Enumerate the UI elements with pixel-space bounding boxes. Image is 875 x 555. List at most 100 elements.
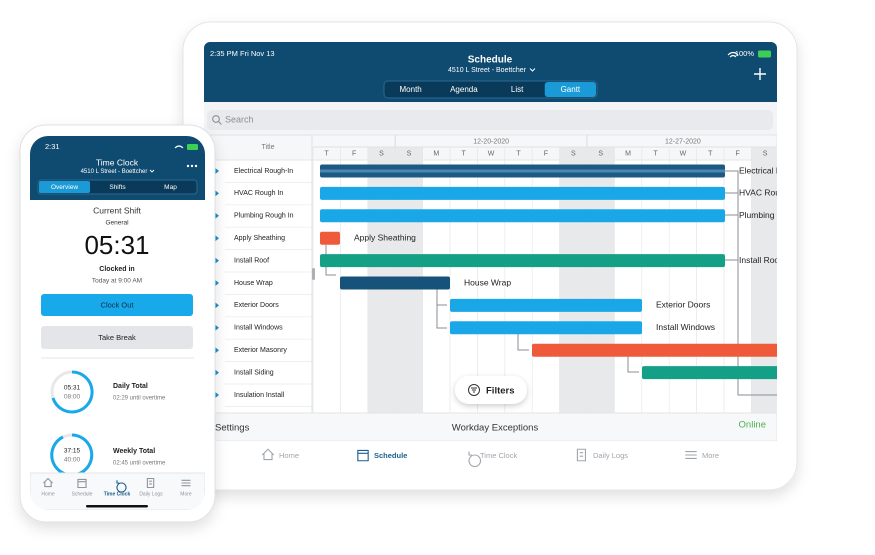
- view-tab-selected[interactable]: [544, 82, 596, 97]
- task-bar-label: Install Windows: [656, 322, 715, 332]
- task-bar-label: House Wrap: [464, 277, 511, 287]
- daily-note: 02:29 until overtime: [113, 396, 166, 402]
- elapsed-time: 05:31: [84, 230, 149, 260]
- task-title[interactable]: Insulation Install: [234, 392, 285, 399]
- header-title: Schedule: [468, 55, 513, 66]
- day-label: F: [544, 150, 548, 157]
- dependency-line: [725, 170, 777, 396]
- day-label: S: [571, 150, 576, 157]
- task-bar[interactable]: [320, 231, 340, 245]
- tab-label[interactable]: More: [702, 451, 719, 460]
- tab-icon: [43, 477, 53, 488]
- view-tab[interactable]: Agenda: [450, 85, 478, 94]
- task-bar[interactable]: [450, 321, 642, 335]
- task-bar[interactable]: [320, 186, 725, 200]
- tab-icon: [357, 449, 369, 462]
- phone-tab-label[interactable]: Daily Logs: [139, 491, 163, 497]
- header-subtitle: 4510 L Street - Boettcher: [448, 67, 527, 74]
- tab-icon: [181, 479, 191, 487]
- online-status: Online: [739, 420, 766, 431]
- segment-label[interactable]: Overview: [51, 184, 78, 191]
- phone-tab-label[interactable]: Time Clock: [104, 491, 131, 497]
- dependency-line: [436, 289, 447, 329]
- weekly-label: Weekly Total: [113, 448, 155, 455]
- scroll-thumb: [312, 268, 315, 280]
- tab-icon: [77, 478, 87, 489]
- task-title[interactable]: Install Siding: [234, 369, 274, 376]
- search-field[interactable]: [207, 110, 773, 130]
- tab-icon: [261, 448, 275, 461]
- phone-tab-bar: [30, 472, 205, 510]
- task-bar[interactable]: [450, 298, 642, 312]
- task-title[interactable]: Exterior Doors: [234, 302, 279, 309]
- view-tab[interactable]: Month: [400, 85, 422, 94]
- task-title[interactable]: Exterior Masonry: [234, 347, 287, 354]
- take-break-button[interactable]: [41, 326, 193, 349]
- task-bar-label: Exterior Doors: [656, 300, 710, 310]
- tab-icon: [116, 480, 127, 493]
- daily-current: 05:31: [64, 385, 81, 392]
- phone-tab-label[interactable]: More: [180, 491, 192, 497]
- add-button[interactable]: [754, 68, 766, 80]
- view-tab[interactable]: List: [511, 85, 524, 94]
- day-label: S: [763, 150, 768, 157]
- tab-icon: [685, 451, 697, 459]
- tab-icon: [576, 448, 586, 462]
- day-label: T: [325, 150, 330, 157]
- task-title[interactable]: Apply Sheathing: [234, 235, 285, 242]
- settings-link[interactable]: Settings: [215, 423, 250, 434]
- shift-heading: Current Shift: [93, 205, 141, 215]
- task-title[interactable]: Install Roof: [234, 257, 269, 264]
- task-bar[interactable]: [340, 276, 450, 290]
- task-bar-label: HVAC Rough In: [739, 188, 799, 198]
- filters-button[interactable]: [455, 376, 527, 404]
- weekly-limit: 40:00: [64, 457, 81, 464]
- status-time: 2:35 PM Fri Nov 13: [210, 49, 275, 58]
- view-switcher: [383, 80, 598, 99]
- day-label: T: [462, 150, 467, 157]
- phone-tab-label[interactable]: Home: [41, 491, 55, 497]
- battery-text: 100%: [735, 49, 755, 58]
- daily-label: Daily Total: [113, 383, 148, 390]
- view-tab[interactable]: Gantt: [561, 85, 581, 94]
- task-bar[interactable]: [532, 343, 790, 357]
- tab-label[interactable]: Schedule: [374, 451, 407, 460]
- task-title[interactable]: Plumbing Rough In: [234, 213, 294, 220]
- day-label: T: [708, 150, 713, 157]
- tablet-screen: 2:35 PM Fri Nov 13 100% Schedule 4510 L …: [204, 42, 799, 468]
- task-title[interactable]: Install Windows: [234, 325, 283, 332]
- tab-label[interactable]: Daily Logs: [593, 451, 628, 460]
- segment-selected[interactable]: [39, 181, 90, 193]
- day-label: S: [379, 150, 384, 157]
- phone-tab-label[interactable]: Schedule: [72, 491, 93, 497]
- week-label: 12-27-2020: [665, 138, 701, 145]
- dependency-line: [627, 356, 639, 373]
- chevron: [529, 68, 536, 72]
- tablet: 2:35 PM Fri Nov 13 100% Schedule 4510 L …: [182, 21, 799, 491]
- shift-type: General: [105, 220, 129, 227]
- task-bar[interactable]: [642, 366, 790, 380]
- tab-label[interactable]: Home: [279, 451, 299, 460]
- tab-label[interactable]: Time Clock: [480, 451, 517, 460]
- phone-subtitle: 4510 L Street - Boettcher: [81, 169, 148, 175]
- exceptions-link[interactable]: Workday Exceptions: [452, 423, 539, 434]
- task-bar[interactable]: [320, 209, 725, 223]
- segment-label[interactable]: Shifts: [109, 184, 126, 191]
- segment-label[interactable]: Map: [164, 184, 177, 191]
- day-label: W: [680, 150, 687, 157]
- weekly-current: 37:15: [64, 448, 81, 455]
- phone: 2:31 Time Clock 4510 L Street - Boettche…: [19, 124, 216, 523]
- dependency-line: [517, 334, 529, 351]
- week-label: 12-20-2020: [473, 138, 509, 145]
- clock-state: Clocked in: [99, 266, 134, 273]
- task-bar[interactable]: [320, 254, 725, 268]
- task-title[interactable]: HVAC Rough In: [234, 190, 283, 197]
- clock-out-button[interactable]: [41, 294, 193, 316]
- title-column-header: Title: [262, 144, 275, 151]
- day-label: F: [736, 150, 740, 157]
- task-title[interactable]: House Wrap: [234, 280, 273, 287]
- task-title[interactable]: Electrical Rough-In: [234, 168, 293, 175]
- day-label: S: [598, 150, 603, 157]
- wifi-icon: [727, 51, 739, 58]
